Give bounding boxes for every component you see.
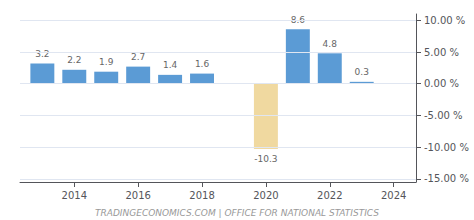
svg-text:2.7: 2.7 — [131, 52, 145, 62]
svg-text:0.00 %: 0.00 % — [424, 78, 459, 89]
svg-text:3.2: 3.2 — [35, 49, 49, 59]
svg-text:8.6: 8.6 — [291, 15, 306, 25]
svg-text:2018: 2018 — [189, 190, 214, 201]
svg-text:1.6: 1.6 — [195, 59, 210, 69]
svg-text:2.2: 2.2 — [67, 55, 81, 65]
svg-text:2016: 2016 — [125, 190, 150, 201]
svg-text:2024: 2024 — [381, 190, 406, 201]
svg-text:2014: 2014 — [62, 190, 87, 201]
svg-text:5.00 %: 5.00 % — [424, 47, 459, 58]
svg-text:4.8: 4.8 — [323, 39, 338, 49]
svg-text:2022: 2022 — [317, 190, 342, 201]
svg-text:-15.00 %: -15.00 % — [424, 173, 469, 184]
svg-text:10.00 %: 10.00 % — [424, 15, 465, 26]
svg-text:-10.3: -10.3 — [254, 154, 277, 164]
svg-text:2020: 2020 — [253, 190, 278, 201]
svg-text:0.3: 0.3 — [355, 67, 369, 77]
svg-text:TRADINGECONOMICS.COM | OFFICE: TRADINGECONOMICS.COM | OFFICE FOR NATION… — [95, 208, 379, 218]
svg-text:1.4: 1.4 — [163, 60, 178, 70]
svg-text:-5.00 %: -5.00 % — [424, 110, 463, 121]
svg-text:-10.00 %: -10.00 % — [424, 142, 469, 153]
svg-text:1.9: 1.9 — [99, 57, 114, 67]
